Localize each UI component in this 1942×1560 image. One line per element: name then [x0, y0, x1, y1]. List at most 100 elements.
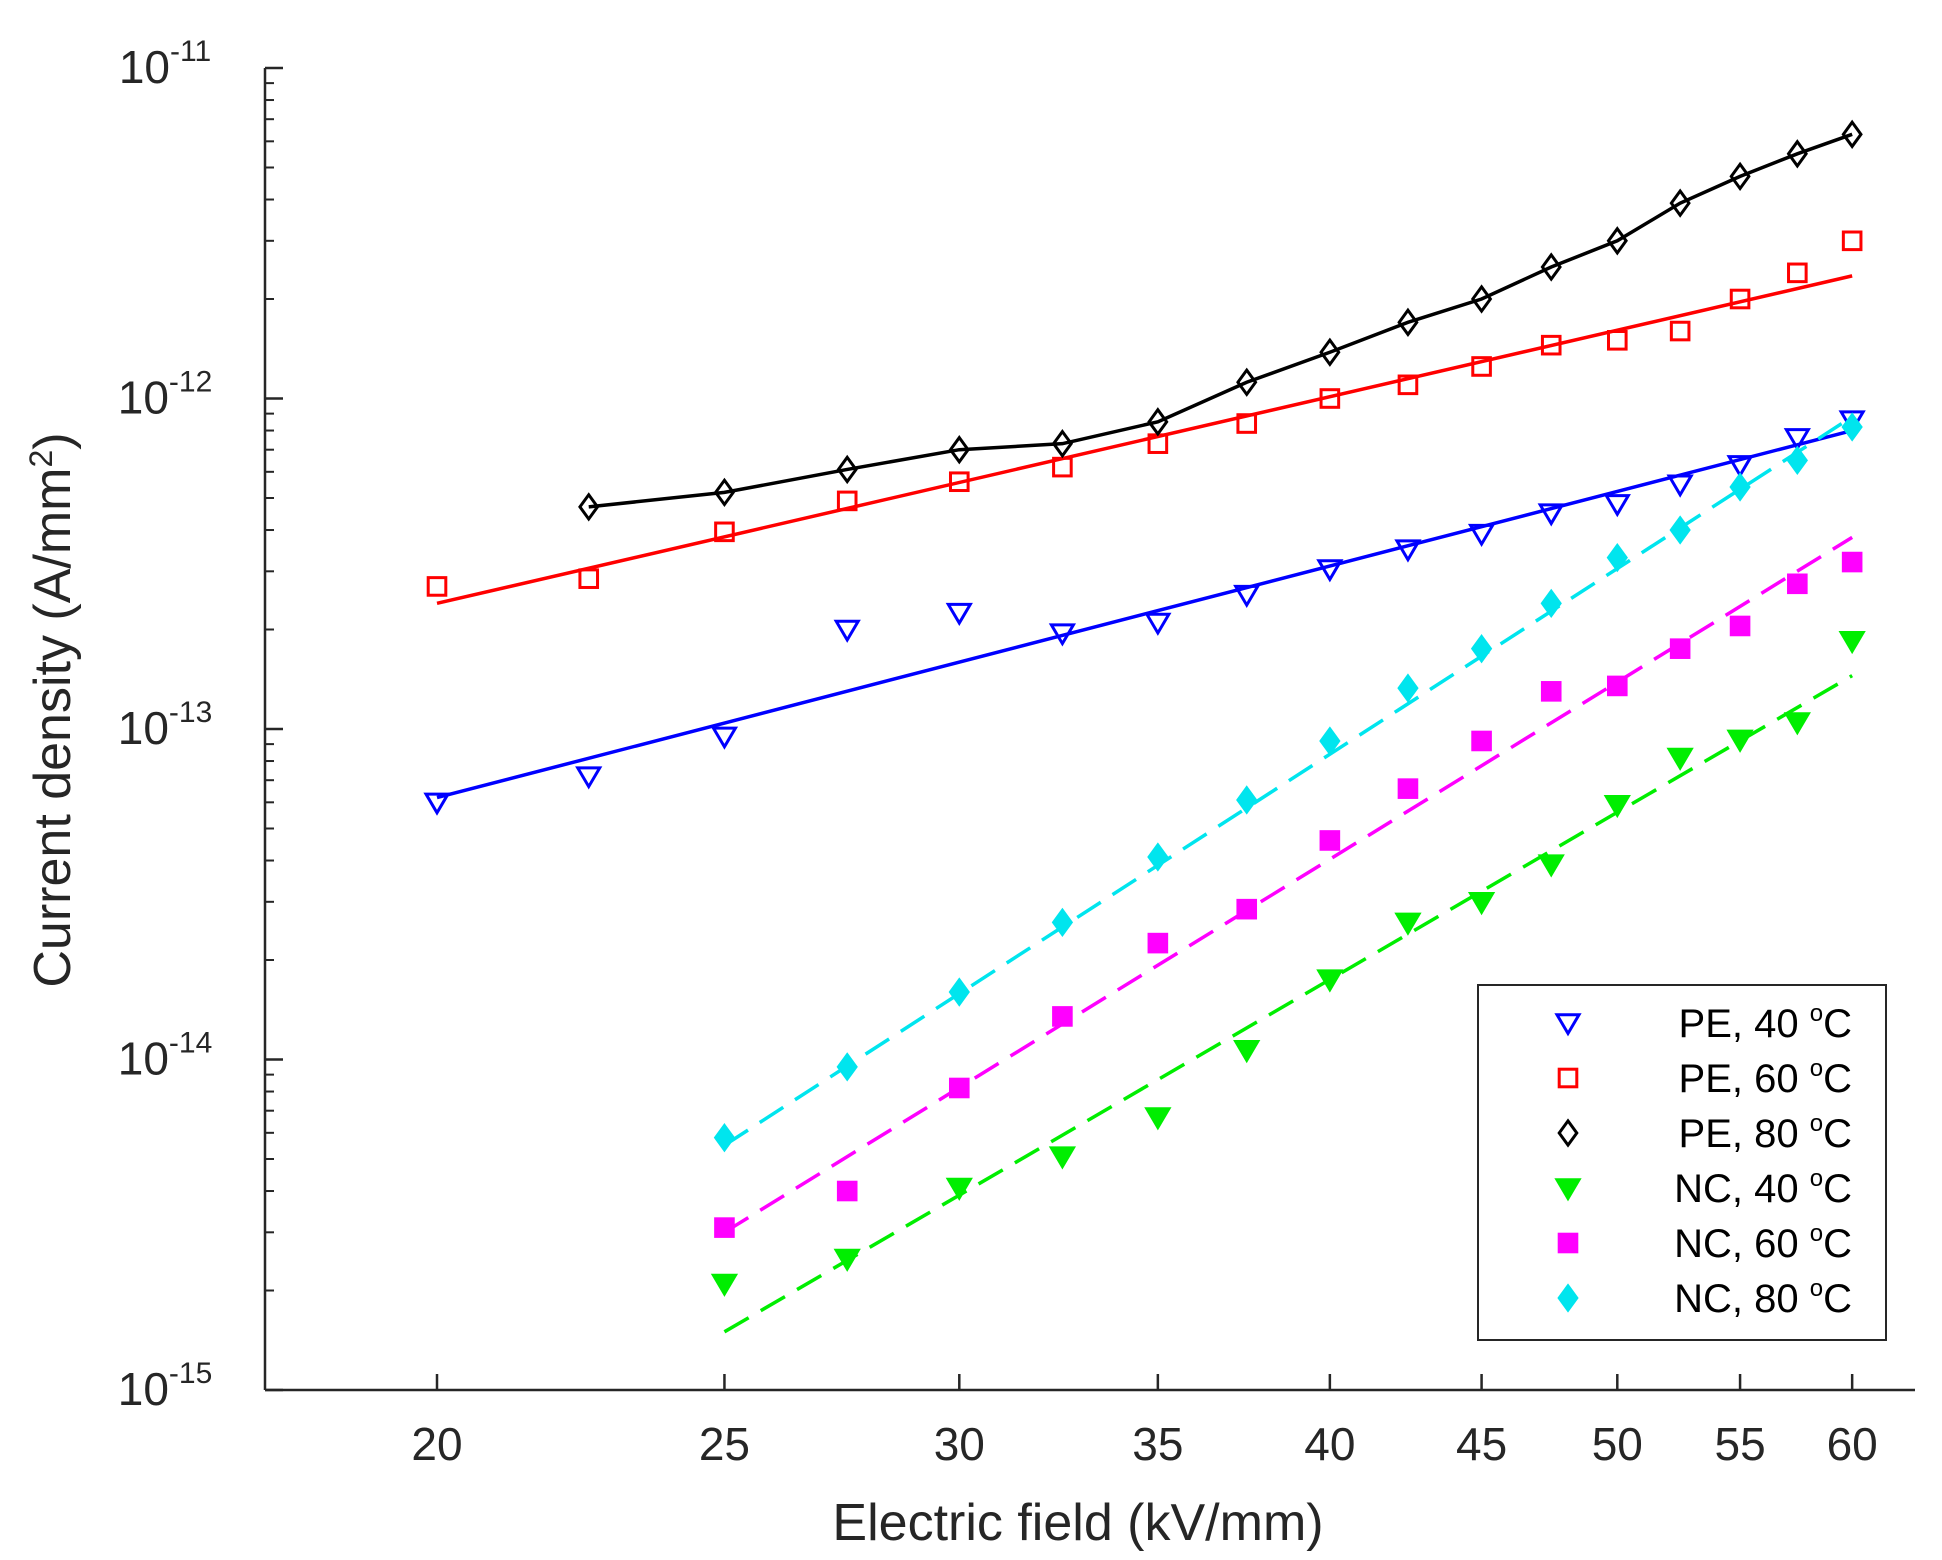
series-3-point — [1669, 188, 1691, 218]
legend-unit: C — [1823, 1112, 1852, 1156]
series-1-point — [1603, 494, 1631, 518]
series-4-point — [945, 1177, 973, 1201]
series-3-point — [1470, 284, 1493, 314]
series-6-point — [1319, 726, 1341, 756]
series-6-point — [1236, 785, 1258, 815]
series-4-point — [1233, 1040, 1261, 1064]
legend-degree: o — [1810, 1220, 1823, 1247]
legend-marker-6 — [1557, 1283, 1579, 1313]
y-tick-label: 10-15 — [118, 1357, 213, 1415]
y-tick-base: 10 — [118, 372, 169, 424]
x-tick-label: 60 — [1827, 1418, 1878, 1470]
series-2-point — [1319, 388, 1341, 409]
series-1-point — [1048, 623, 1077, 647]
series-6-point — [713, 1123, 736, 1153]
series-4-point — [1603, 794, 1631, 819]
legend-box — [1477, 984, 1887, 1341]
series-1-point — [1666, 474, 1694, 498]
y-tick-exp: -14 — [169, 1027, 212, 1060]
y-axis-title-main: Current density (A/mm — [24, 467, 82, 987]
series-3-point — [1606, 226, 1628, 256]
series-1-point — [1726, 455, 1754, 479]
series-5-point — [1236, 898, 1258, 920]
series-1-point — [710, 726, 739, 750]
x-tick-label: 25 — [699, 1418, 750, 1470]
series-1-point — [1537, 503, 1565, 527]
series-6-point — [1841, 412, 1863, 442]
y-tick-base: 10 — [118, 1033, 169, 1085]
legend-label-2: PE, 60 oC — [1679, 1055, 1852, 1101]
series-2-point — [426, 576, 448, 597]
y-tick-label: 10-12 — [118, 366, 213, 424]
series-2-point — [948, 471, 970, 493]
series-6-point — [1051, 907, 1074, 938]
series-2-point — [1606, 330, 1628, 351]
series-1-point — [1783, 428, 1811, 452]
series-5-point — [1669, 638, 1691, 659]
series-4-point — [1316, 969, 1344, 993]
series-3-point — [1729, 161, 1751, 192]
series-3-point — [1397, 307, 1419, 337]
series-6-point — [1397, 673, 1419, 703]
legend-marker-4 — [1554, 1178, 1582, 1202]
series-2-point — [1236, 413, 1258, 434]
series-3-point — [1051, 429, 1074, 459]
legend-degree: o — [1810, 1165, 1823, 1192]
series-6-point — [1470, 634, 1493, 664]
series-6-point — [1669, 515, 1691, 545]
legend-degree: o — [1810, 1110, 1823, 1137]
legend-marker-5 — [1557, 1232, 1579, 1254]
series-5-fit-line — [723, 535, 1854, 1234]
y-tick-base: 10 — [118, 1363, 169, 1415]
series-5-point — [948, 1077, 970, 1099]
series-4-fit-line — [723, 674, 1854, 1334]
series-3-point — [948, 435, 970, 465]
y-tick-label: 10-14 — [118, 1027, 213, 1085]
series-3-point — [1841, 119, 1863, 149]
series-5-point — [1606, 675, 1628, 697]
series-6-point — [836, 1052, 858, 1082]
series-2-point — [1841, 230, 1863, 252]
x-tick-label: 55 — [1714, 1418, 1765, 1470]
y-axis-title-sup: 2 — [23, 450, 59, 468]
series-4-point — [1783, 712, 1811, 736]
series-1-point — [575, 766, 603, 790]
legend-label-5: NC, 60 oC — [1674, 1220, 1852, 1266]
series-1-point — [833, 619, 861, 643]
series-3-point — [836, 454, 858, 485]
series-1-fit-line — [436, 428, 1853, 800]
series-6-fit-line — [723, 415, 1854, 1147]
y-tick-exp: -12 — [169, 366, 212, 399]
tick-labels: 20 25 30 35 40 45 50 55 6010-1110-1210-1310-1410… — [118, 35, 1878, 1470]
legend-label-text: NC, 40 — [1674, 1167, 1810, 1211]
legend-unit: C — [1823, 1057, 1852, 1101]
series-5-point — [1052, 1006, 1073, 1027]
series-2-point — [1540, 334, 1562, 356]
y-tick-exp: -13 — [169, 696, 212, 729]
y-tick-label: 10-13 — [118, 696, 213, 754]
series-3-point — [1540, 252, 1562, 282]
legend-degree: o — [1810, 1055, 1823, 1082]
series-1-point — [1467, 523, 1496, 548]
legend-marker-3 — [1557, 1118, 1579, 1148]
legend-marker-2 — [1557, 1067, 1579, 1089]
data-markers — [423, 119, 1866, 1297]
legend-unit: C — [1823, 1277, 1852, 1321]
series-5-point — [1397, 778, 1419, 799]
y-tick-label: 10-11 — [119, 35, 211, 93]
legend-label-text: NC, 60 — [1674, 1222, 1810, 1266]
series-5-point — [836, 1180, 858, 1202]
y-tick-exp: -15 — [169, 1357, 212, 1390]
series-5-point — [1147, 932, 1169, 954]
legend-label-3: PE, 80 oC — [1679, 1110, 1852, 1156]
series-5-point — [1729, 615, 1751, 637]
series-3-point — [1147, 407, 1169, 437]
y-tick-exp: -11 — [170, 35, 211, 68]
series-4-point — [1838, 630, 1866, 655]
series-1-point — [1233, 584, 1261, 609]
series-1-point — [423, 792, 451, 816]
series-2-fit-line — [436, 274, 1853, 606]
series-1-point — [945, 602, 973, 627]
